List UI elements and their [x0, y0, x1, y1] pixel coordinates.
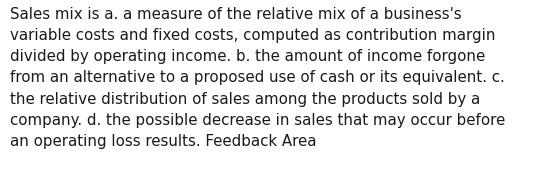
- Text: Sales mix is a. a measure of the relative mix of a business's
variable costs and: Sales mix is a. a measure of the relativ…: [10, 7, 506, 149]
